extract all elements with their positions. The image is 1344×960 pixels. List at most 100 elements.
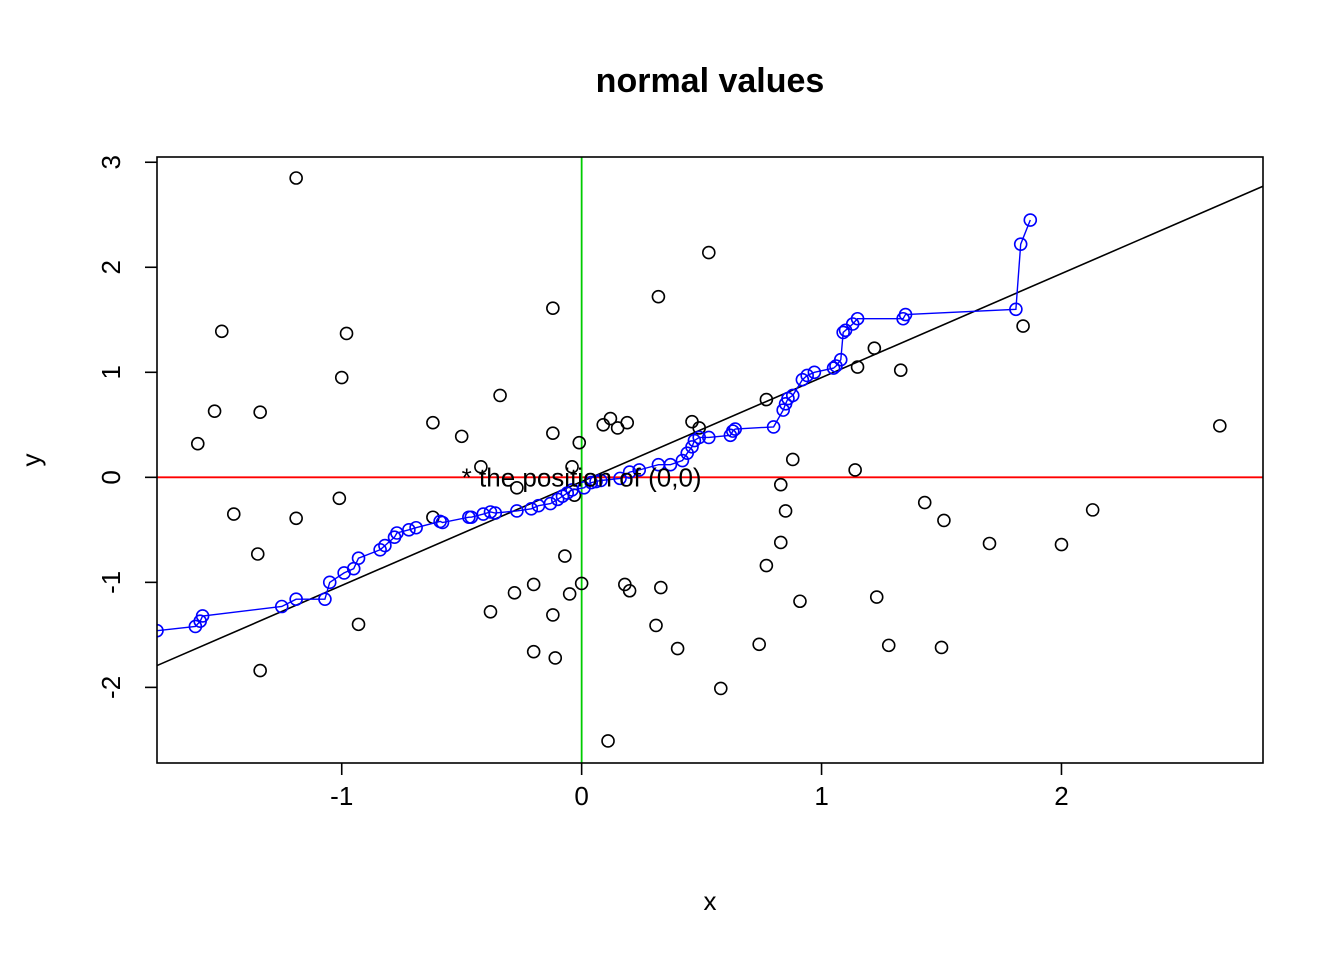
data-point	[562, 587, 577, 601]
regression-line	[157, 185, 1263, 667]
fitted-curve-point	[1023, 213, 1038, 227]
fitted-curve-point	[785, 388, 800, 403]
fitted-curve-point	[488, 506, 503, 520]
x-tick-label: 1	[814, 781, 828, 811]
y-axis-label: y	[16, 454, 46, 467]
fitted-curve-point	[850, 311, 865, 326]
fitted-curve-line	[157, 219, 1031, 632]
fitted-curve-point	[622, 465, 637, 479]
data-point	[483, 604, 498, 619]
data-point	[867, 341, 882, 355]
plot-area	[157, 157, 1263, 763]
fitted-curve-point	[351, 551, 366, 565]
data-point	[785, 452, 800, 467]
fitted-curve-point	[510, 504, 524, 518]
axes: -1 0 1 2 -2 -1 0 1 2 3 * the position of (0,0)	[96, 155, 1069, 811]
y-tick-label: 3	[96, 155, 126, 169]
data-point	[289, 171, 303, 185]
fitted-curve-point	[807, 365, 822, 380]
data-point	[332, 491, 347, 506]
data-point	[848, 463, 862, 477]
data-point	[773, 477, 788, 492]
data-point	[685, 414, 699, 429]
data-point	[651, 289, 666, 304]
fitted-curve-point	[195, 609, 210, 623]
data-point	[752, 637, 766, 652]
data-point	[1054, 537, 1069, 552]
data-point	[526, 644, 541, 659]
fitted-curve-point	[584, 475, 599, 490]
data-point	[474, 460, 488, 474]
y-tick-label: 1	[96, 365, 126, 379]
data-point	[670, 641, 685, 656]
data-point	[917, 495, 932, 510]
data-point	[426, 415, 440, 430]
data-point	[207, 404, 222, 418]
data-point	[526, 577, 541, 592]
data-point	[546, 426, 560, 441]
data-point	[558, 549, 572, 563]
fitted-curve-point	[800, 368, 814, 383]
data-point	[620, 415, 635, 430]
fitted-curve-point	[685, 440, 699, 454]
fitted-curve-point	[632, 463, 647, 477]
fitted-curve-point	[589, 474, 603, 489]
fitted-curve-point	[675, 453, 690, 468]
data-point	[622, 583, 637, 598]
fitted-curve-point	[409, 520, 423, 535]
data-point	[250, 547, 265, 561]
data-point	[493, 388, 507, 403]
data-point	[759, 392, 774, 407]
data-point	[982, 536, 997, 551]
fitted-curve-point	[663, 457, 678, 472]
y-tick-label: -2	[96, 676, 126, 699]
data-point	[190, 436, 205, 451]
fitted-curve-point	[402, 523, 416, 537]
fitted-curve-point	[613, 471, 627, 486]
fitted-curve-point	[728, 422, 742, 436]
chart-title: normal values	[596, 62, 825, 100]
fitted-curve-point	[322, 575, 337, 590]
fitted-curve-point	[435, 515, 450, 530]
data-point	[601, 734, 615, 748]
data-point	[937, 513, 951, 528]
fitted-curve-point	[833, 352, 848, 367]
fitted-curve-point	[898, 307, 913, 322]
plot-frame	[156, 156, 1264, 764]
data-point	[1213, 419, 1227, 433]
data-point	[351, 617, 366, 632]
fitted-curve-point	[378, 538, 392, 553]
annotation-label: * the position of (0,0)	[462, 462, 702, 492]
fitted-curve-point	[543, 496, 558, 511]
fitted-curve-point	[274, 599, 289, 614]
data-point	[881, 638, 896, 653]
data-point	[253, 405, 267, 420]
data-point	[869, 590, 884, 604]
data-point	[759, 558, 774, 573]
fitted-curve-point	[289, 592, 303, 606]
data-point	[692, 421, 707, 435]
data-point	[214, 324, 229, 339]
data-point	[778, 504, 793, 518]
fitted-curve-point	[318, 592, 332, 606]
data-point	[1085, 503, 1100, 517]
fitted-curve-point	[483, 505, 498, 519]
data-point	[1016, 319, 1030, 333]
data-point	[510, 481, 524, 495]
fitted-curve-point	[776, 403, 790, 417]
data-point	[289, 511, 303, 526]
y-tick-label: 0	[96, 470, 126, 484]
data-point	[572, 435, 587, 450]
data-point	[713, 681, 728, 696]
fitted-curve-point	[766, 420, 781, 434]
fitted-curve-point	[373, 542, 387, 557]
y-tick-label: -1	[96, 571, 126, 594]
data-point	[253, 663, 267, 678]
fitted-curve-point	[1009, 302, 1023, 317]
fitted-curve-point	[725, 424, 740, 438]
fitted-curve-point	[1013, 237, 1028, 251]
fitted-curve-point	[702, 430, 716, 445]
fitted-curve-point	[594, 473, 608, 488]
data-point	[649, 618, 663, 633]
